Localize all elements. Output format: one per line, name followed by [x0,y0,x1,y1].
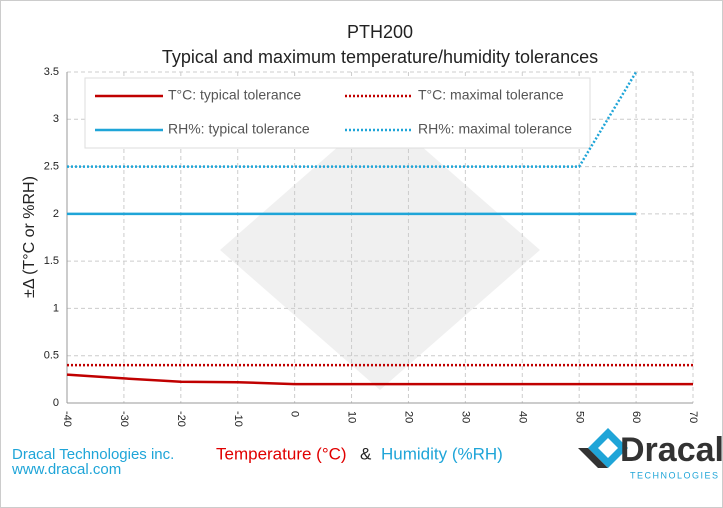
y-tick-label: 1.5 [44,255,59,267]
y-tick-label: 2.5 [44,160,59,172]
series-line [67,71,638,168]
x-tick-label: 20 [403,411,415,423]
logo: Dracal [620,431,723,469]
x-tick-label: -10 [232,411,244,427]
website: www.dracal.com [11,461,121,478]
legend-label: RH%: typical tolerance [168,121,310,137]
series-line [66,373,693,386]
x-tick-label: 0 [289,411,301,417]
logo-icon [578,428,628,468]
ampersand: & [360,444,372,463]
x-tick-label: 50 [573,411,585,423]
y-tick-label: 3 [53,113,59,125]
watermark [220,110,540,390]
logo-sub: TECHNOLOGIES [630,470,720,480]
company: Dracal Technologies inc. [12,446,174,463]
x-tick-label: 60 [630,411,642,423]
x-tick-label: -20 [175,411,187,427]
chart-subtitle: Typical and maximum temperature/humidity… [162,47,598,67]
x-tick-label: -30 [118,411,130,427]
y-tick-label: 0.5 [44,350,59,362]
y-axis-label: ±Δ (T°C or %RH) [21,176,38,298]
x-tick-label: 10 [346,411,358,423]
x-tick-label: 70 [687,411,699,423]
x-tick-label: 40 [516,411,528,423]
legend-label: RH%: maximal tolerance [418,121,572,137]
humidity: Humidity (%RH) [381,444,503,463]
y-tick-label: 0 [53,397,59,409]
y-tick-label: 2 [53,208,59,220]
legend [84,77,591,149]
x-tick-label: -40 [61,411,73,427]
chart-title: PTH200 [347,22,413,42]
x-tick-label: 30 [459,411,471,423]
y-tick-label: 1 [53,302,59,314]
temperature: Temperature (°C) [216,444,347,463]
legend-label: T°C: typical tolerance [168,87,301,103]
legend-label: T°C: maximal tolerance [418,87,564,103]
y-tick-label: 3.5 [44,66,59,78]
